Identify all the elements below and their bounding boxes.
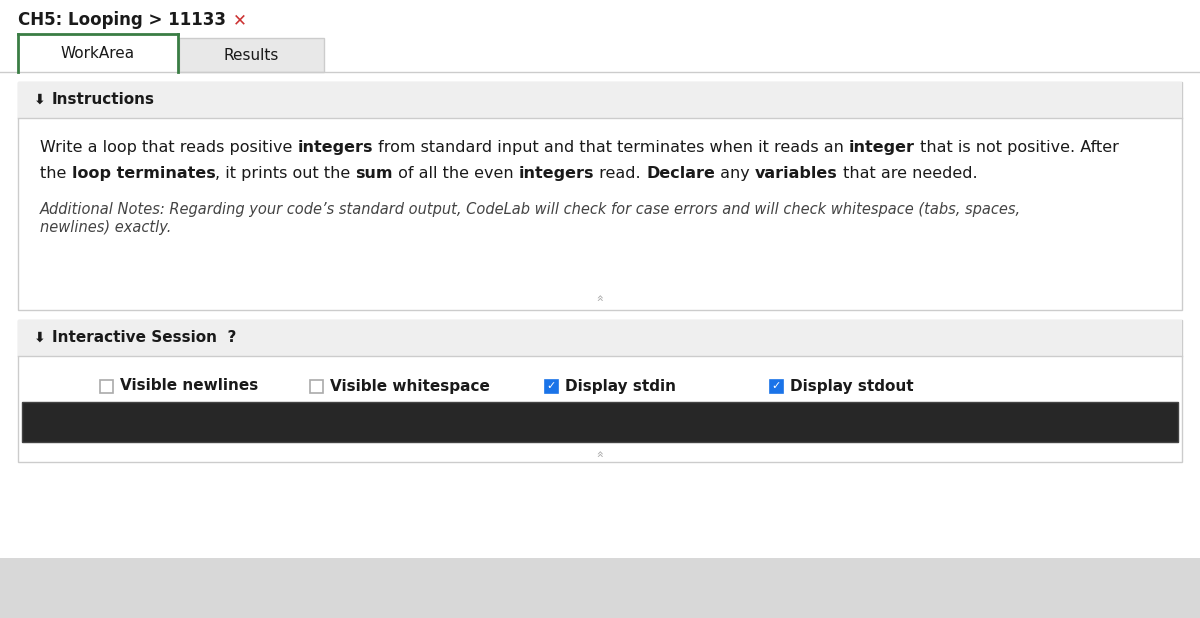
Text: Display stdin: Display stdin	[565, 378, 676, 394]
Text: loop terminates: loop terminates	[72, 166, 215, 181]
Text: CH5: Looping > 11133: CH5: Looping > 11133	[18, 11, 226, 29]
Text: ⬇: ⬇	[34, 331, 46, 345]
Bar	[0, 560, 1200, 618]
Text: newlines) exactly.: newlines) exactly.	[40, 220, 172, 235]
Bar	[18, 82, 1182, 118]
Text: of all the even: of all the even	[394, 166, 518, 181]
Text: »: »	[594, 448, 606, 456]
Text: from standard input and that terminates when it reads an: from standard input and that terminates …	[373, 140, 850, 155]
Text: Interactive Session  ?: Interactive Session ?	[52, 331, 236, 345]
Text: ✕: ✕	[233, 11, 247, 29]
Text: the: the	[40, 166, 72, 181]
Bar	[18, 320, 1182, 356]
Text: that are needed.: that are needed.	[838, 166, 977, 181]
Text: Results: Results	[223, 48, 278, 62]
Text: integer: integer	[850, 140, 916, 155]
Text: that is not positive. After: that is not positive. After	[916, 140, 1118, 155]
Text: sum: sum	[355, 166, 394, 181]
Text: »: »	[594, 292, 606, 300]
Bar	[100, 380, 113, 393]
Text: ✓: ✓	[547, 381, 556, 391]
Text: Visible newlines: Visible newlines	[120, 378, 258, 394]
Text: Additional Notes: Regarding your code’s standard output, CodeLab will check for : Additional Notes: Regarding your code’s …	[40, 202, 1021, 217]
Text: Declare: Declare	[646, 166, 715, 181]
Bar	[18, 34, 178, 72]
Text: integers: integers	[298, 140, 373, 155]
Text: Instructions: Instructions	[52, 93, 155, 108]
Text: ✓: ✓	[772, 381, 781, 391]
Bar	[0, 558, 1200, 618]
Text: integers: integers	[518, 166, 594, 181]
Text: read.: read.	[594, 166, 646, 181]
Text: WorkArea: WorkArea	[61, 46, 136, 61]
Text: Display stdout: Display stdout	[790, 378, 913, 394]
Bar	[770, 380, 784, 393]
Bar	[22, 402, 1178, 442]
Text: any: any	[715, 166, 755, 181]
Text: variables: variables	[755, 166, 838, 181]
Bar	[179, 38, 324, 72]
Bar	[18, 82, 1182, 310]
Bar	[18, 320, 1182, 462]
Text: Write a loop that reads positive: Write a loop that reads positive	[40, 140, 298, 155]
Text: ⬇: ⬇	[34, 93, 46, 107]
Bar	[545, 380, 558, 393]
Text: , it prints out the: , it prints out the	[215, 166, 355, 181]
Bar	[310, 380, 323, 393]
Text: Visible whitespace: Visible whitespace	[330, 378, 490, 394]
